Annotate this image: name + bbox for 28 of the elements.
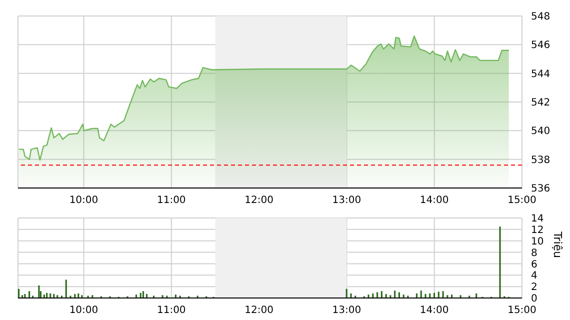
y-axis-title: Triệu [551,230,564,258]
x-tick-label: 14:00 [420,195,449,206]
x-tick-label: 14:00 [420,305,449,316]
y-tick-label: 0 [531,294,538,305]
y-tick-label: 12 [531,224,544,236]
y-tick-label: 542 [531,98,550,109]
y-tick-label: 540 [531,126,550,138]
x-tick-label: 10:00 [69,305,98,316]
y-tick-label: 6 [531,259,538,270]
x-tick-label: 11:00 [156,305,186,316]
x-tick-label: 13:00 [332,305,362,316]
x-tick-label: 15:00 [508,305,536,316]
y-tick-label: 14 [531,214,544,225]
x-tick-label: 12:00 [244,195,274,206]
x-tick-label: 11:00 [156,195,186,206]
y-tick-label: 2 [531,282,538,294]
x-tick-label: 10:00 [69,195,98,206]
y-tick-label: 10 [531,236,544,248]
y-tick-label: 8 [531,248,538,259]
x-tick-label: 15:00 [508,195,536,206]
y-tick-label: 538 [531,154,550,166]
y-tick-label: 544 [531,68,550,80]
y-tick-label: 4 [531,270,538,282]
x-tick-label: 12:00 [244,305,274,316]
x-tick-label: 13:00 [332,195,362,206]
y-tick-label: 546 [531,40,550,52]
y-tick-label: 548 [531,12,550,23]
y-tick-label: 536 [531,184,550,195]
